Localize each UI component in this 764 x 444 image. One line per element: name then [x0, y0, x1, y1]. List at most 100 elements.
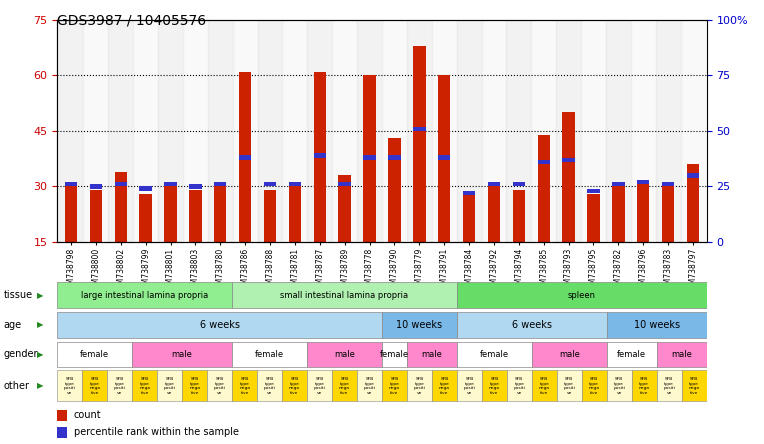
Bar [562, 112, 575, 242]
Bar [132, 341, 232, 367]
Text: ▶: ▶ [37, 381, 44, 390]
Text: female: female [255, 350, 284, 359]
Bar [364, 75, 376, 242]
Text: tissue: tissue [4, 290, 33, 300]
Text: SFB
type
positi
ve: SFB type positi ve [64, 377, 76, 395]
Text: female: female [380, 350, 409, 359]
Text: 6 weeks: 6 weeks [512, 320, 552, 330]
Text: SFB
type
positi
ve: SFB type positi ve [214, 377, 225, 395]
Bar [656, 20, 681, 242]
Text: 10 weeks: 10 weeks [397, 320, 442, 330]
Bar [382, 20, 407, 242]
Text: gender: gender [4, 349, 38, 359]
Bar [507, 370, 532, 401]
Bar [588, 189, 600, 193]
Bar [232, 370, 257, 401]
Bar [307, 20, 332, 242]
Bar [189, 190, 202, 242]
Text: male: male [422, 350, 442, 359]
Bar [487, 183, 500, 242]
Bar [115, 172, 127, 242]
Bar [388, 155, 400, 160]
Bar [57, 282, 232, 308]
Bar [164, 182, 176, 186]
Text: SFB
type
nega
tive: SFB type nega tive [688, 377, 700, 395]
Bar [457, 370, 482, 401]
Bar [183, 20, 208, 242]
Bar [463, 191, 475, 195]
Bar [432, 20, 457, 242]
Text: count: count [73, 410, 101, 420]
Bar [307, 341, 382, 367]
Text: spleen: spleen [568, 291, 596, 300]
Bar [239, 155, 251, 160]
Bar [313, 153, 326, 158]
Bar [307, 370, 332, 401]
Bar [562, 158, 575, 162]
Bar [531, 20, 556, 242]
Bar [687, 173, 699, 178]
Text: percentile rank within the sample: percentile rank within the sample [73, 428, 238, 437]
Bar [214, 183, 226, 242]
Bar [57, 341, 132, 367]
Bar [89, 184, 102, 189]
Bar [357, 370, 382, 401]
Bar [687, 164, 699, 242]
Bar [657, 341, 707, 367]
Bar [107, 370, 132, 401]
Bar [463, 194, 475, 242]
Text: SFB
type
positi
ve: SFB type positi ve [364, 377, 375, 395]
Bar [482, 370, 507, 401]
Bar [538, 135, 550, 242]
Text: SFB
type
positi
ve: SFB type positi ve [663, 377, 675, 395]
Bar [382, 341, 407, 367]
Bar [139, 194, 152, 242]
Bar [139, 186, 152, 191]
Bar [432, 370, 457, 401]
Text: SFB
type
nega
tive: SFB type nega tive [89, 377, 100, 395]
Text: age: age [4, 320, 22, 330]
Bar [457, 312, 607, 338]
Bar [332, 20, 357, 242]
Bar [264, 190, 277, 242]
Bar [457, 20, 481, 242]
Text: female: female [480, 350, 509, 359]
Bar [158, 20, 183, 242]
Bar [513, 182, 525, 186]
Bar [282, 370, 307, 401]
Text: SFB
type
nega
tive: SFB type nega tive [289, 377, 300, 395]
Bar [338, 182, 351, 186]
Bar [582, 370, 607, 401]
Bar [606, 20, 631, 242]
Text: large intestinal lamina propria: large intestinal lamina propria [81, 291, 209, 300]
Text: small intestinal lamina propria: small intestinal lamina propria [280, 291, 409, 300]
Text: female: female [617, 350, 646, 359]
Bar [132, 370, 157, 401]
Bar [662, 186, 675, 242]
Bar [232, 341, 307, 367]
Bar [407, 20, 432, 242]
Text: male: male [672, 350, 692, 359]
Bar [364, 155, 376, 160]
Bar [382, 370, 407, 401]
Bar [507, 20, 531, 242]
Text: SFB
type
positi
ve: SFB type positi ve [464, 377, 475, 395]
Bar [208, 20, 233, 242]
Text: SFB
type
positi
ve: SFB type positi ve [613, 377, 625, 395]
Bar [65, 186, 77, 242]
Text: SFB
type
nega
tive: SFB type nega tive [189, 377, 200, 395]
Bar [438, 75, 451, 242]
Bar [413, 46, 426, 242]
Bar [57, 410, 67, 421]
Bar [214, 182, 226, 186]
Bar [588, 194, 600, 242]
Text: SFB
type
nega
tive: SFB type nega tive [339, 377, 350, 395]
Bar [264, 182, 277, 186]
Bar [607, 370, 632, 401]
Bar [532, 370, 557, 401]
Text: other: other [4, 381, 30, 391]
Bar [382, 312, 457, 338]
Bar [532, 341, 607, 367]
Bar [407, 370, 432, 401]
Text: SFB
type
positi
ve: SFB type positi ve [163, 377, 176, 395]
